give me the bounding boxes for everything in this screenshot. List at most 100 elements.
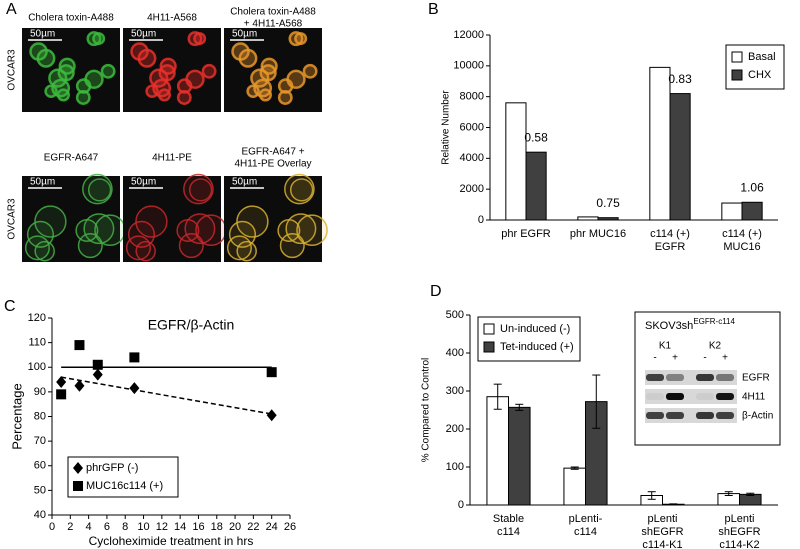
scale-bar-label: 50µm <box>131 177 156 188</box>
y-tick-label: 300 <box>446 385 464 397</box>
scale-bar-label: 50µm <box>30 177 55 188</box>
cell <box>100 63 116 79</box>
x-tick-label: Stable <box>493 513 524 525</box>
cell <box>36 48 56 68</box>
cell-line-label: OVCAR3 <box>7 198 18 240</box>
cell <box>77 233 103 259</box>
cell <box>178 233 204 259</box>
error-bar <box>669 503 678 506</box>
blot-group: K1 <box>659 341 672 352</box>
blot-band <box>646 412 664 419</box>
blot-group: K2 <box>709 341 722 352</box>
y-axis-label: Relative Number <box>441 90 452 165</box>
marker <box>266 367 277 378</box>
y-tick-label: 60 <box>34 460 46 472</box>
cell <box>277 218 301 242</box>
x-tick-label: 4 <box>86 521 92 533</box>
cell <box>183 173 214 205</box>
legend-marker <box>73 462 83 474</box>
x-tick-label: 0 <box>49 521 55 533</box>
blot-band <box>716 374 734 381</box>
cell <box>137 48 157 68</box>
bar <box>525 151 547 221</box>
annotation: 0.58 <box>524 130 548 144</box>
x-tick-label: pLenti- <box>569 513 603 525</box>
marker <box>74 340 85 351</box>
x-tick-label: 12 <box>156 521 168 533</box>
annotation: 0.75 <box>596 196 620 210</box>
y-tick-label: 0 <box>458 499 464 511</box>
blot-lane: + <box>672 353 678 364</box>
y-tick-label: 200 <box>446 423 464 435</box>
blot-band-label: EGFR <box>742 373 770 384</box>
cell <box>57 64 75 82</box>
image-label: 4H11-PE <box>152 153 192 164</box>
legend-swatch <box>731 51 743 63</box>
cell <box>24 235 50 261</box>
cell <box>34 205 67 238</box>
cell <box>226 235 252 261</box>
blot-strip <box>645 389 737 404</box>
legend-label: Tet-induced (+) <box>500 341 574 353</box>
error-bar <box>647 491 656 500</box>
cell <box>201 63 217 79</box>
blot-band-label: β-Actin <box>742 411 773 422</box>
cell <box>185 69 205 89</box>
x-tick-label: MUC16 <box>723 241 760 253</box>
y-tick-label: 4000 <box>460 152 484 164</box>
error-bar <box>746 492 755 496</box>
x-tick-label: 22 <box>247 521 259 533</box>
inset-title-superscript: EGFR-c114 <box>693 317 735 326</box>
fit-line <box>61 376 272 415</box>
legend-label: Un-induced (-) <box>500 323 570 335</box>
scale-bar-label: 50µm <box>232 29 257 40</box>
legend-label: Basal <box>748 51 776 63</box>
bar <box>669 93 691 221</box>
legend-box <box>477 316 581 362</box>
y-tick-label: 400 <box>446 347 464 359</box>
image-label: Cholera toxin-A488 <box>28 13 114 24</box>
x-tick-label: 14 <box>174 521 186 533</box>
y-tick-label: 90 <box>34 386 46 398</box>
cell <box>289 178 314 202</box>
y-tick-label: 40 <box>34 509 46 521</box>
image-label: 4H11-PE Overlay <box>234 159 311 170</box>
cell <box>87 178 112 202</box>
y-axis-label: Percentage <box>9 383 24 450</box>
inset-title-main: SKOV3sh <box>645 320 693 332</box>
image-label: Cholera toxin-A488 <box>230 7 316 18</box>
bar <box>577 216 599 221</box>
marker <box>92 359 103 370</box>
x-tick-label: 6 <box>104 521 110 533</box>
x-tick-label: shEGFR <box>641 526 683 538</box>
x-tick-label: pLenti <box>648 513 678 525</box>
blot-band <box>696 412 714 419</box>
cell <box>75 218 99 242</box>
cell <box>158 64 176 82</box>
y-tick-label: 12000 <box>453 29 484 41</box>
x-tick-label: c114-K2 <box>719 539 759 549</box>
y-tick-label: 50 <box>34 484 46 496</box>
scale-bar-label: 50µm <box>232 177 257 188</box>
x-tick-label: c114 (+) <box>650 228 690 240</box>
x-tick-label: EGFR <box>655 241 686 253</box>
blot-band <box>666 393 684 400</box>
cell <box>176 218 200 242</box>
panel-label: C <box>4 298 16 315</box>
cell <box>236 205 269 238</box>
cell <box>152 78 172 98</box>
annotation: 0.83 <box>668 72 692 86</box>
x-tick-label: c114 <box>574 526 597 538</box>
panel-label: D <box>430 283 442 300</box>
y-tick-label: 100 <box>28 361 46 373</box>
inset-title: SKOV3shEGFR-c114 <box>645 317 736 332</box>
blot-band <box>666 374 684 381</box>
cell <box>302 63 318 79</box>
y-tick-label: 80 <box>34 410 46 422</box>
blot-band <box>716 393 734 400</box>
bar <box>597 217 619 221</box>
legend-box <box>67 456 179 498</box>
cell <box>82 173 113 205</box>
cell <box>279 233 305 259</box>
